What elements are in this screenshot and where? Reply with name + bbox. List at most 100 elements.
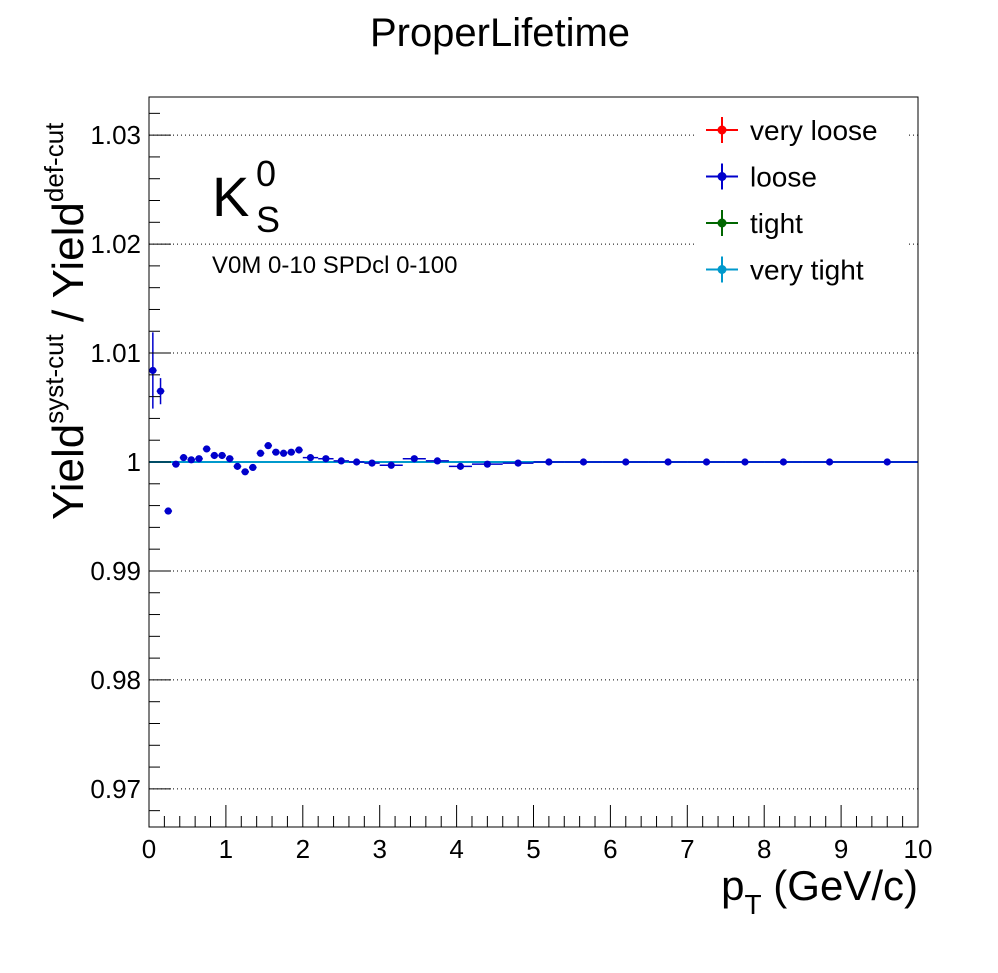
- marker: [210, 451, 218, 460]
- data-point: [241, 468, 249, 476]
- data-point: [425, 457, 449, 465]
- x-tick-label: 10: [904, 834, 933, 864]
- data-point: [156, 378, 165, 405]
- data-point: [471, 460, 503, 468]
- selection-annotation: V0M 0-10 SPDcl 0-100: [212, 252, 457, 279]
- legend: very loose loose tight very tight: [697, 110, 909, 290]
- particle-superscript: 0: [256, 153, 276, 194]
- x-tick-label: 3: [372, 834, 386, 864]
- marker: [514, 459, 522, 467]
- legend-marker: [717, 125, 727, 135]
- data-point: [348, 458, 365, 466]
- data-point: [333, 457, 349, 465]
- marker: [702, 458, 711, 466]
- marker: [287, 448, 295, 456]
- legend-label: very loose: [750, 115, 878, 146]
- marker: [741, 458, 749, 466]
- data-point: [233, 462, 242, 470]
- data-point: [187, 456, 196, 464]
- data-point: [648, 458, 688, 466]
- x-axis-title: pT (GeV/c): [721, 862, 918, 920]
- x-tick-label: 0: [142, 834, 156, 864]
- marker: [187, 456, 195, 464]
- marker: [337, 457, 345, 465]
- data-point: [164, 507, 173, 515]
- data-point: [149, 332, 157, 409]
- data-point: [172, 460, 180, 468]
- x-tick-label: 6: [603, 834, 617, 864]
- marker: [622, 458, 630, 466]
- particle-annotation: K 0 S: [212, 153, 280, 240]
- marker: [322, 455, 330, 463]
- y-tick-label: 1.01: [90, 338, 141, 368]
- legend-entry: tight: [706, 208, 803, 239]
- marker: [233, 462, 242, 470]
- marker: [295, 446, 303, 454]
- data-point: [210, 451, 219, 460]
- legend-entry: very tight: [706, 255, 864, 286]
- data-point: [564, 458, 603, 466]
- legend-marker: [717, 265, 727, 274]
- marker: [156, 387, 165, 395]
- legend-label: very tight: [750, 255, 864, 286]
- y-tick-label: 1: [127, 447, 141, 477]
- data-point: [264, 442, 273, 450]
- marker: [779, 458, 788, 466]
- y-tick-label: 0.98: [90, 665, 141, 695]
- marker: [353, 458, 361, 466]
- data-point: [802, 458, 857, 466]
- marker: [279, 449, 288, 457]
- legend-background: [697, 110, 909, 290]
- marker: [825, 458, 834, 466]
- x-tick-label: 4: [449, 834, 463, 864]
- data-point: [533, 458, 565, 466]
- x-tick-label: 5: [526, 834, 540, 864]
- data-point: [502, 459, 534, 467]
- marker: [664, 458, 672, 466]
- legend-label: tight: [750, 208, 803, 239]
- legend-label: loose: [750, 162, 817, 193]
- data-point: [602, 458, 649, 466]
- data-point: [302, 454, 319, 462]
- marker: [545, 458, 553, 466]
- data-point: [287, 448, 296, 456]
- data-point: [256, 449, 265, 457]
- legend-entry: very loose: [706, 115, 878, 146]
- y-tick-label: 0.97: [90, 774, 141, 804]
- marker: [226, 455, 234, 463]
- marker: [172, 460, 180, 468]
- data-point: [379, 461, 403, 469]
- x-axis: 0 1 2 3 4 5 6 7 8 9 10: [142, 805, 933, 864]
- x-tick-label: 7: [680, 834, 694, 864]
- data-point: [202, 445, 211, 453]
- x-tick-label: 8: [757, 834, 771, 864]
- x-tick-label: 2: [296, 834, 310, 864]
- legend-marker: [717, 218, 727, 228]
- marker: [368, 459, 376, 467]
- data-point: [687, 458, 726, 466]
- data-point: [725, 458, 765, 466]
- y-tick-label: 0.99: [90, 556, 141, 586]
- marker: [483, 460, 491, 468]
- marker: [433, 457, 441, 465]
- x-tick-label: 9: [834, 834, 848, 864]
- data-point: [248, 463, 257, 472]
- data-point: [218, 451, 226, 460]
- marker: [456, 462, 465, 470]
- marker: [195, 455, 203, 463]
- marker: [883, 458, 891, 466]
- data-point: [272, 448, 280, 456]
- data-point: [364, 459, 380, 467]
- y-axis: 0.97 0.98 0.99 1 1.01 1.02 1.03: [90, 112, 171, 812]
- marker: [149, 366, 157, 375]
- data-point: [764, 458, 803, 466]
- marker: [306, 454, 315, 462]
- data-point: [279, 449, 288, 457]
- data-point: [225, 455, 234, 463]
- legend-marker: [717, 172, 727, 181]
- data-point: [856, 458, 918, 466]
- data-points: [149, 332, 918, 515]
- particle-symbol: K: [212, 165, 249, 228]
- marker: [579, 458, 588, 466]
